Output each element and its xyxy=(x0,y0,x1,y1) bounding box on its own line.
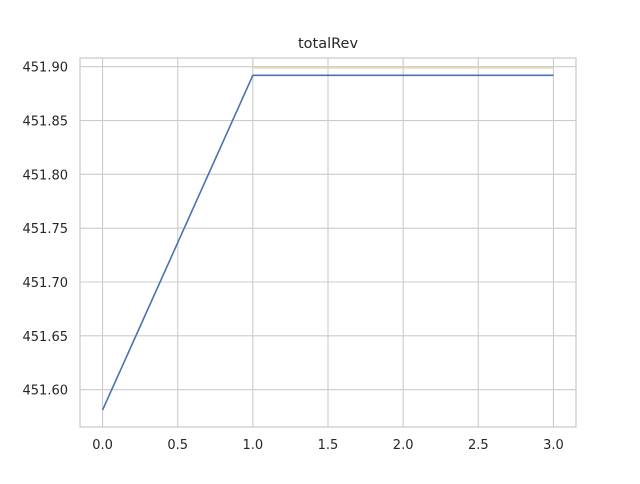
x-tick-label-3: 1.5 xyxy=(318,438,339,453)
y-tick-label-0: 451.60 xyxy=(23,384,69,399)
y-tick-label-5: 451.85 xyxy=(23,115,69,130)
x-tick-label-2: 1.0 xyxy=(243,438,264,453)
y-tick-label-1: 451.65 xyxy=(23,330,69,345)
grid-layer xyxy=(80,58,576,427)
x-tick-label-1: 0.5 xyxy=(167,438,188,453)
y-axis-ticks: 451.60 451.65 451.70 451.75 451.80 451.85 451.… xyxy=(23,61,69,399)
chart-title: totalRev xyxy=(298,36,359,52)
y-tick-label-3: 451.75 xyxy=(23,222,69,237)
x-axis-ticks: 0.0 0.5 1.0 1.5 2.0 2.5 3.0 xyxy=(92,438,564,453)
y-tick-label-2: 451.70 xyxy=(23,276,69,291)
x-tick-label-4: 2.0 xyxy=(393,438,414,453)
x-tick-label-6: 3.0 xyxy=(543,438,564,453)
x-tick-label-0: 0.0 xyxy=(92,438,113,453)
y-tick-label-4: 451.80 xyxy=(23,168,69,183)
x-tick-label-5: 2.5 xyxy=(468,438,489,453)
y-tick-label-6: 451.90 xyxy=(23,61,69,76)
